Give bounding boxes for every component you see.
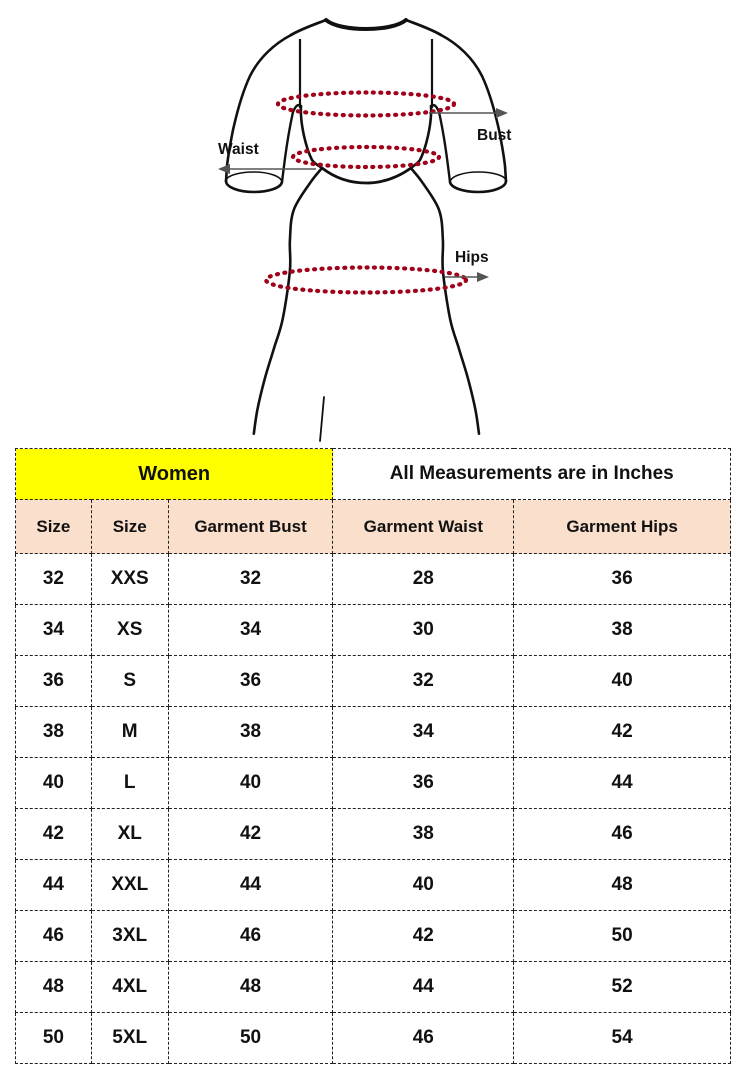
svg-text:Waist: Waist bbox=[218, 141, 259, 158]
svg-text:Hips: Hips bbox=[455, 249, 489, 266]
svg-text:Bust: Bust bbox=[477, 127, 511, 144]
